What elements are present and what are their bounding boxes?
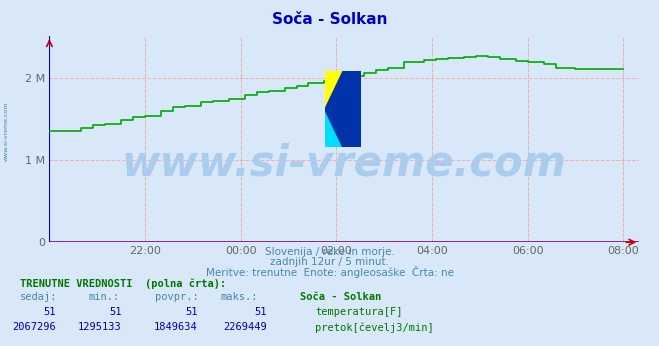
Text: maks.:: maks.: <box>221 292 258 302</box>
Polygon shape <box>325 71 343 109</box>
Text: 51: 51 <box>185 307 198 317</box>
Text: TRENUTNE VREDNOSTI  (polna črta):: TRENUTNE VREDNOSTI (polna črta): <box>20 279 226 289</box>
Text: Slovenija / reke in morje.: Slovenija / reke in morje. <box>264 247 395 257</box>
Text: 51: 51 <box>254 307 267 317</box>
Text: 51: 51 <box>109 307 122 317</box>
Text: www.si-vreme.com: www.si-vreme.com <box>4 102 9 161</box>
Text: Meritve: trenutne  Enote: angleosaške  Črta: ne: Meritve: trenutne Enote: angleosaške Črt… <box>206 266 453 278</box>
Text: 2067296: 2067296 <box>13 322 56 333</box>
Text: 1849634: 1849634 <box>154 322 198 333</box>
Text: sedaj:: sedaj: <box>20 292 57 302</box>
Text: 51: 51 <box>43 307 56 317</box>
Text: povpr.:: povpr.: <box>155 292 198 302</box>
Text: www.si-vreme.com: www.si-vreme.com <box>122 143 567 185</box>
Text: pretok[čevelj3/min]: pretok[čevelj3/min] <box>315 322 434 333</box>
Text: Soča - Solkan: Soča - Solkan <box>300 292 381 302</box>
Polygon shape <box>325 109 343 147</box>
Polygon shape <box>325 71 361 147</box>
Text: 1295133: 1295133 <box>78 322 122 333</box>
Text: 2269449: 2269449 <box>223 322 267 333</box>
Text: Soča - Solkan: Soča - Solkan <box>272 12 387 27</box>
Text: zadnjih 12ur / 5 minut.: zadnjih 12ur / 5 minut. <box>270 257 389 267</box>
Text: min.:: min.: <box>89 292 120 302</box>
Text: temperatura[F]: temperatura[F] <box>315 307 403 317</box>
